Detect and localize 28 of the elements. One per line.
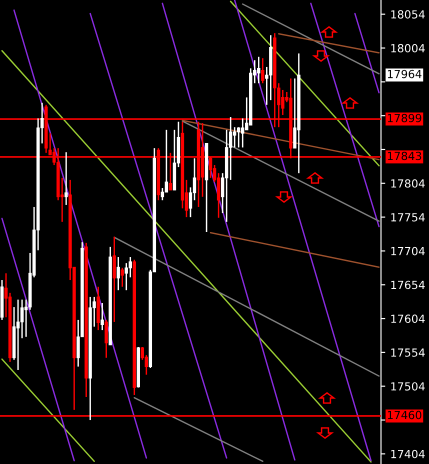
y-tick-label: 17554 bbox=[391, 348, 425, 357]
candlestick bbox=[120, 267, 124, 288]
y-tick-label: 17654 bbox=[391, 280, 425, 290]
candlestick bbox=[261, 57, 264, 84]
candlestick bbox=[20, 298, 24, 339]
y-tick-label: 17804 bbox=[391, 179, 425, 188]
candlestick bbox=[241, 118, 244, 148]
candlestick bbox=[104, 319, 108, 359]
y-tick-label: 17604 bbox=[391, 314, 425, 323]
candlestick bbox=[112, 236, 116, 323]
text: 17964 bbox=[388, 70, 422, 78]
candlestick bbox=[100, 302, 104, 331]
y-tick-label: 17504 bbox=[391, 382, 425, 391]
y-tick-label: 17754 bbox=[391, 213, 425, 222]
candlestick bbox=[64, 151, 68, 206]
ref-line-label: 17460 bbox=[388, 410, 422, 420]
y-tick-label: 18004 bbox=[391, 44, 425, 52]
ref-line-label: 17843 bbox=[388, 152, 422, 160]
candlestick bbox=[236, 126, 240, 148]
candlestick bbox=[116, 256, 120, 291]
candlestick bbox=[232, 126, 236, 148]
y-tick-label: 17404 bbox=[391, 450, 425, 458]
y-tick-label: 17704 bbox=[391, 246, 425, 256]
ref-line-label: 17899 bbox=[388, 114, 422, 122]
candlestick bbox=[164, 129, 168, 193]
candlestick bbox=[16, 298, 20, 371]
y-tick-label: 18054 bbox=[391, 10, 425, 19]
candlestick bbox=[257, 56, 260, 84]
